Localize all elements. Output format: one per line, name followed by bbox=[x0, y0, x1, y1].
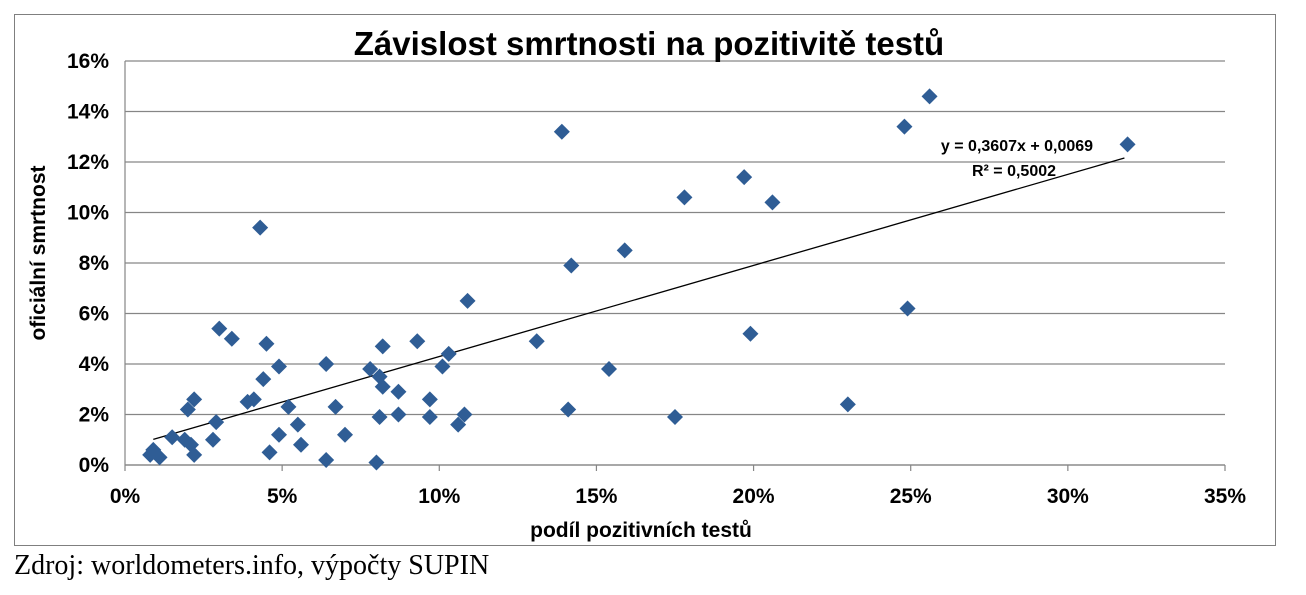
data-point bbox=[337, 426, 353, 443]
trendline-group bbox=[153, 157, 1125, 441]
trendline-equation: y = 0,3607x + 0,0069 bbox=[941, 138, 1093, 155]
data-point bbox=[261, 444, 278, 461]
data-point bbox=[616, 242, 633, 259]
y-tick-label: 16% bbox=[67, 50, 109, 73]
data-point bbox=[179, 401, 196, 418]
data-point bbox=[151, 449, 168, 466]
y-tick-labels: 0% 2% 4% 6% 8% 10% 12% 14% 16% bbox=[67, 50, 109, 477]
data-point bbox=[553, 123, 570, 140]
data-point bbox=[601, 361, 617, 378]
y-tick-label: 0% bbox=[79, 454, 110, 477]
data-point bbox=[764, 194, 781, 211]
y-tick-label: 4% bbox=[79, 353, 110, 376]
data-point bbox=[255, 371, 272, 388]
data-point bbox=[245, 391, 262, 408]
data-point bbox=[211, 320, 228, 337]
x-tick-label: 30% bbox=[1047, 485, 1089, 508]
data-point bbox=[208, 414, 225, 431]
data-point bbox=[450, 416, 467, 433]
data-point bbox=[280, 398, 297, 415]
data-point bbox=[667, 409, 683, 426]
data-point bbox=[362, 361, 379, 378]
trendline-r-squared: R² = 0,5002 bbox=[972, 163, 1056, 180]
y-tick-label: 8% bbox=[79, 252, 110, 275]
data-point bbox=[421, 409, 438, 426]
chart-frame: 0% 2% 4% 6% 8% 10% 12% 14% 16% 0% 5% 10% 15% 20% 25% 3… bbox=[14, 14, 1276, 546]
data-point bbox=[252, 219, 269, 236]
data-points bbox=[142, 88, 1136, 471]
data-point bbox=[440, 345, 457, 362]
data-point bbox=[293, 436, 309, 453]
x-tick-label: 25% bbox=[890, 485, 932, 508]
data-point bbox=[289, 416, 306, 433]
data-point bbox=[390, 406, 407, 423]
data-point bbox=[186, 391, 203, 408]
grid-lines bbox=[125, 60, 1225, 466]
chart-title: Závislost smrtnosti na pozitivitě testů bbox=[354, 25, 944, 62]
data-point bbox=[327, 398, 344, 415]
data-point bbox=[186, 446, 203, 463]
data-point bbox=[563, 257, 580, 274]
x-tick-label: 20% bbox=[733, 485, 775, 508]
x-tick-label: 0% bbox=[110, 485, 141, 508]
data-point bbox=[742, 325, 759, 342]
y-tick-label: 2% bbox=[79, 404, 110, 427]
data-point bbox=[258, 335, 275, 352]
x-tick-labels: 0% 5% 10% 15% 20% 25% 30% 35% bbox=[110, 485, 1247, 508]
data-point bbox=[921, 88, 938, 105]
data-point bbox=[390, 383, 407, 400]
data-point bbox=[1119, 136, 1136, 153]
trendline bbox=[153, 157, 1125, 441]
data-point bbox=[899, 300, 916, 317]
source-note: Zdroj: worldometers.info, výpočty SUPIN bbox=[14, 550, 490, 581]
y-axis-label: oficiální smrtnost bbox=[27, 165, 50, 340]
data-point bbox=[318, 356, 335, 372]
data-point bbox=[374, 378, 391, 395]
x-tick-label: 5% bbox=[267, 485, 298, 508]
data-point bbox=[374, 338, 391, 355]
data-point bbox=[421, 391, 438, 408]
data-point bbox=[271, 358, 287, 375]
data-point bbox=[318, 451, 335, 468]
data-point bbox=[839, 396, 856, 413]
data-point bbox=[271, 426, 287, 443]
data-point bbox=[459, 292, 476, 309]
data-point bbox=[434, 358, 451, 375]
axes bbox=[124, 61, 1226, 471]
y-tick-label: 14% bbox=[67, 101, 109, 124]
data-point bbox=[164, 429, 181, 446]
x-tick-label: 10% bbox=[418, 485, 460, 508]
x-axis-label: podíl pozitivních testů bbox=[530, 519, 752, 542]
scatter-chart: 0% 2% 4% 6% 8% 10% 12% 14% 16% 0% 5% 10% 15% 20% 25% 3… bbox=[27, 25, 1247, 542]
data-point bbox=[409, 333, 426, 350]
data-point bbox=[371, 409, 388, 426]
data-point bbox=[676, 189, 693, 206]
data-point bbox=[368, 454, 385, 471]
data-point bbox=[205, 431, 221, 448]
x-tick-label: 35% bbox=[1204, 485, 1246, 508]
y-tick-label: 12% bbox=[67, 151, 109, 174]
y-tick-label: 6% bbox=[79, 303, 110, 326]
data-point bbox=[456, 406, 473, 423]
data-point bbox=[528, 333, 545, 350]
x-tick-label: 15% bbox=[575, 485, 617, 508]
data-point bbox=[736, 169, 753, 186]
data-point bbox=[896, 118, 913, 135]
data-point bbox=[560, 401, 577, 418]
y-tick-label: 10% bbox=[67, 202, 109, 225]
data-point bbox=[223, 330, 240, 347]
